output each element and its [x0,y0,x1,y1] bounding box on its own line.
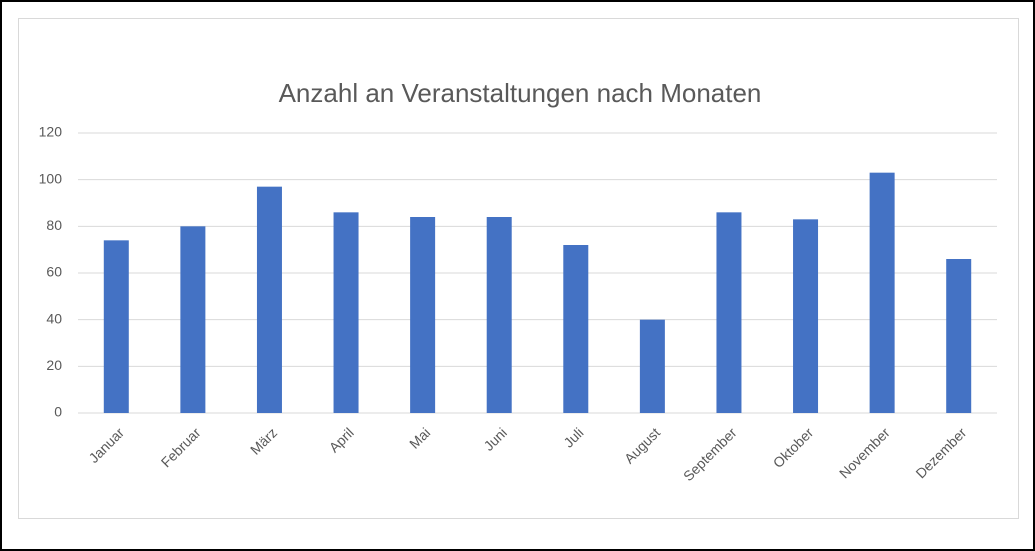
bar [103,240,129,413]
y-tick-label: 60 [46,264,62,280]
bar [946,259,972,413]
bar [639,319,665,413]
bar [793,219,819,413]
bar [486,217,512,413]
y-tick-label: 100 [39,170,63,186]
bar [256,186,282,413]
y-tick-label: 120 [39,124,63,140]
y-tick-label: 40 [46,310,62,326]
bar [333,212,359,413]
bar [410,217,436,413]
chart-title: Anzahl an Veranstaltungen nach Monaten [279,78,762,108]
bar [563,245,589,413]
y-tick-label: 80 [46,217,62,233]
bar [180,226,206,413]
bar [716,212,742,413]
bar [869,172,895,413]
y-tick-label: 20 [46,357,62,373]
y-tick-label: 0 [54,404,62,420]
